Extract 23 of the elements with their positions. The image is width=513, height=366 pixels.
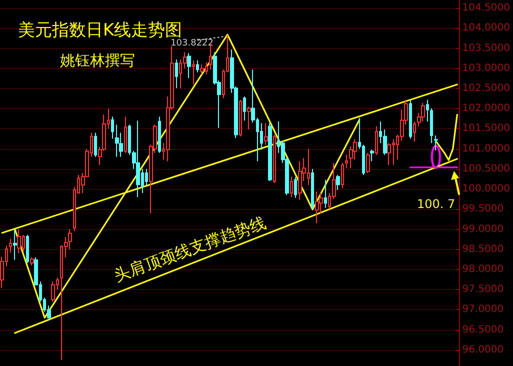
y-tick-label: 100.0000 [462,184,510,195]
y-tick-label: 104.5000 [462,2,510,14]
annotation: 头肩顶颈线支撑趋势线 [112,212,268,286]
y-tick-label: 98.5000 [462,244,504,255]
y-tick-label: 98.0000 [462,264,504,275]
y-tick-label: 103.5000 [462,42,510,54]
y-tick-label: 96.0000 [462,344,504,356]
y-tick-label: 102.5000 [462,82,510,94]
y-tick-label: 103.0000 [462,62,510,74]
y-tick-label: 104.0000 [462,22,510,34]
y-tick-label: 99.5000 [462,204,504,215]
y-tick-label: 102.0000 [462,103,510,114]
text: 姚钰林撰写 [60,52,135,70]
y-tick-label: 99.0000 [462,224,504,235]
annotation: 103.8222 [170,38,214,48]
text: 美元指数日K线走势图 [18,20,182,40]
y-tick-label: 97.0000 [462,304,504,316]
y-tick-label: 97.5000 [462,284,504,296]
y-tick-label: 101.0000 [462,143,510,154]
y-tick-label: 96.5000 [462,324,504,336]
y-tick-label: 101.5000 [462,123,510,134]
y-tick-label: 100.5000 [462,163,510,174]
annotation: 100. 7 [417,197,456,211]
